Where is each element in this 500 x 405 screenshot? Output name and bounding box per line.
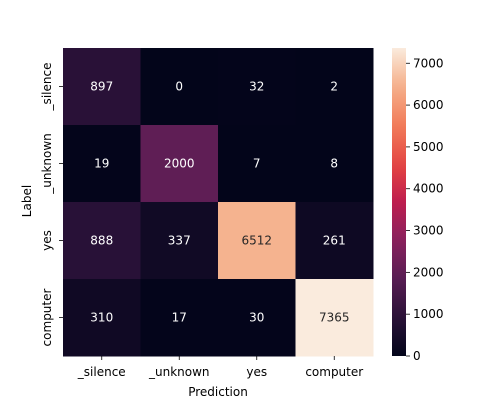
y-tick-label: _silence bbox=[40, 63, 54, 112]
heatmap-cell-label: 897 bbox=[90, 80, 113, 94]
heatmap-cell bbox=[140, 125, 219, 203]
heatmap-cell-label: 2 bbox=[330, 80, 338, 94]
heatmap-cell-label: 888 bbox=[90, 234, 113, 248]
x-axis-label: Prediction bbox=[188, 385, 248, 399]
y-tick-label: yes bbox=[40, 230, 54, 251]
heatmap-cell bbox=[295, 279, 374, 357]
x-tick-label: yes bbox=[246, 365, 267, 379]
heatmap-cell-label: 310 bbox=[90, 311, 113, 325]
heatmap-cell bbox=[218, 279, 296, 357]
heatmap-cell bbox=[140, 202, 219, 280]
heatmap-cell-label: 7365 bbox=[319, 311, 350, 325]
heatmap-cell-label: 7 bbox=[253, 157, 261, 171]
colorbar-tick-label: 3000 bbox=[413, 224, 444, 238]
colorbar-tick-label: 5000 bbox=[413, 140, 444, 154]
heatmap-cell bbox=[218, 125, 296, 203]
heatmap-cell-label: 17 bbox=[172, 311, 187, 325]
colorbar-tick-label: 7000 bbox=[413, 56, 444, 70]
colorbar-ticks: 0 1000 2000 3000 4000 5000 6000 7000 bbox=[406, 56, 444, 363]
heatmap-cell bbox=[295, 48, 374, 126]
y-axis-label: Label bbox=[20, 185, 34, 217]
heatmap-cell-label: 2000 bbox=[164, 157, 195, 171]
heatmap-cell-label: 261 bbox=[323, 234, 346, 248]
x-tick-label: computer bbox=[305, 365, 363, 379]
heatmap-cell bbox=[218, 202, 296, 280]
heatmap-cell-label: 8 bbox=[330, 157, 338, 171]
heatmap-cell bbox=[140, 279, 219, 357]
heatmap-cell bbox=[218, 48, 296, 126]
heatmap-cell bbox=[140, 48, 219, 126]
colorbar bbox=[392, 48, 406, 356]
colorbar-tick-label: 2000 bbox=[413, 265, 444, 279]
colorbar-tick-label: 6000 bbox=[413, 98, 444, 112]
heatmap-cells bbox=[63, 48, 374, 357]
colorbar-tick-label: 0 bbox=[413, 349, 421, 363]
heatmap-cell bbox=[295, 202, 374, 280]
heatmap-cell bbox=[63, 279, 141, 357]
heatmap-cell bbox=[63, 48, 141, 126]
heatmap-cell-label: 6512 bbox=[241, 234, 272, 248]
x-tick-label: _unknown bbox=[148, 365, 210, 379]
heatmap-cell bbox=[63, 125, 141, 203]
x-tick-label: _silence bbox=[77, 365, 126, 379]
heatmap-cell-label: 19 bbox=[94, 157, 109, 171]
colorbar-tick-label: 4000 bbox=[413, 182, 444, 196]
heatmap-cell-label: 0 bbox=[175, 80, 183, 94]
heatmap-cell bbox=[63, 202, 141, 280]
colorbar-tick-label: 1000 bbox=[413, 307, 444, 321]
heatmap-cell-label: 337 bbox=[168, 234, 191, 248]
y-tick-label: computer bbox=[40, 288, 54, 346]
heatmap-cell-label: 32 bbox=[249, 80, 264, 94]
heatmap-cell-label: 30 bbox=[249, 311, 264, 325]
y-tick-label: _unknown bbox=[40, 133, 54, 195]
x-axis: _silence _unknown yes computer bbox=[77, 356, 363, 379]
heatmap-cell bbox=[295, 125, 374, 203]
